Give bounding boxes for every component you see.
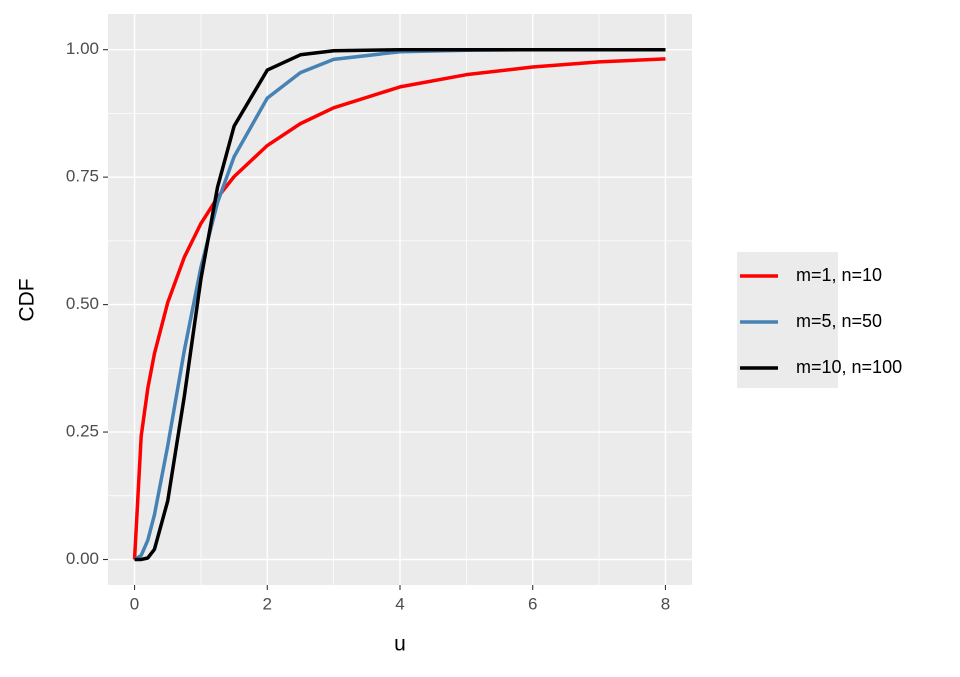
y-tick-label: 0.25 bbox=[66, 422, 99, 441]
x-tick-label: 4 bbox=[395, 594, 404, 613]
y-tick-label: 0.75 bbox=[66, 167, 99, 186]
series-line bbox=[132, 57, 666, 560]
series-line bbox=[134, 47, 666, 562]
y-axis-title: CDF bbox=[16, 278, 39, 321]
legend-label: m=5, n=50 bbox=[796, 311, 882, 331]
legend-label: m=10, n=100 bbox=[796, 357, 902, 377]
x-tick-label: 2 bbox=[263, 594, 272, 613]
x-tick-label: 0 bbox=[130, 594, 139, 613]
y-tick-label: 0.00 bbox=[66, 549, 99, 568]
x-axis-title: u bbox=[394, 633, 406, 656]
y-tick-label: 0.50 bbox=[66, 294, 99, 313]
legend-label: m=1, n=10 bbox=[796, 265, 882, 285]
y-tick-label: 1.00 bbox=[66, 39, 99, 58]
x-tick-label: 8 bbox=[661, 594, 670, 613]
x-tick-label: 6 bbox=[528, 594, 537, 613]
